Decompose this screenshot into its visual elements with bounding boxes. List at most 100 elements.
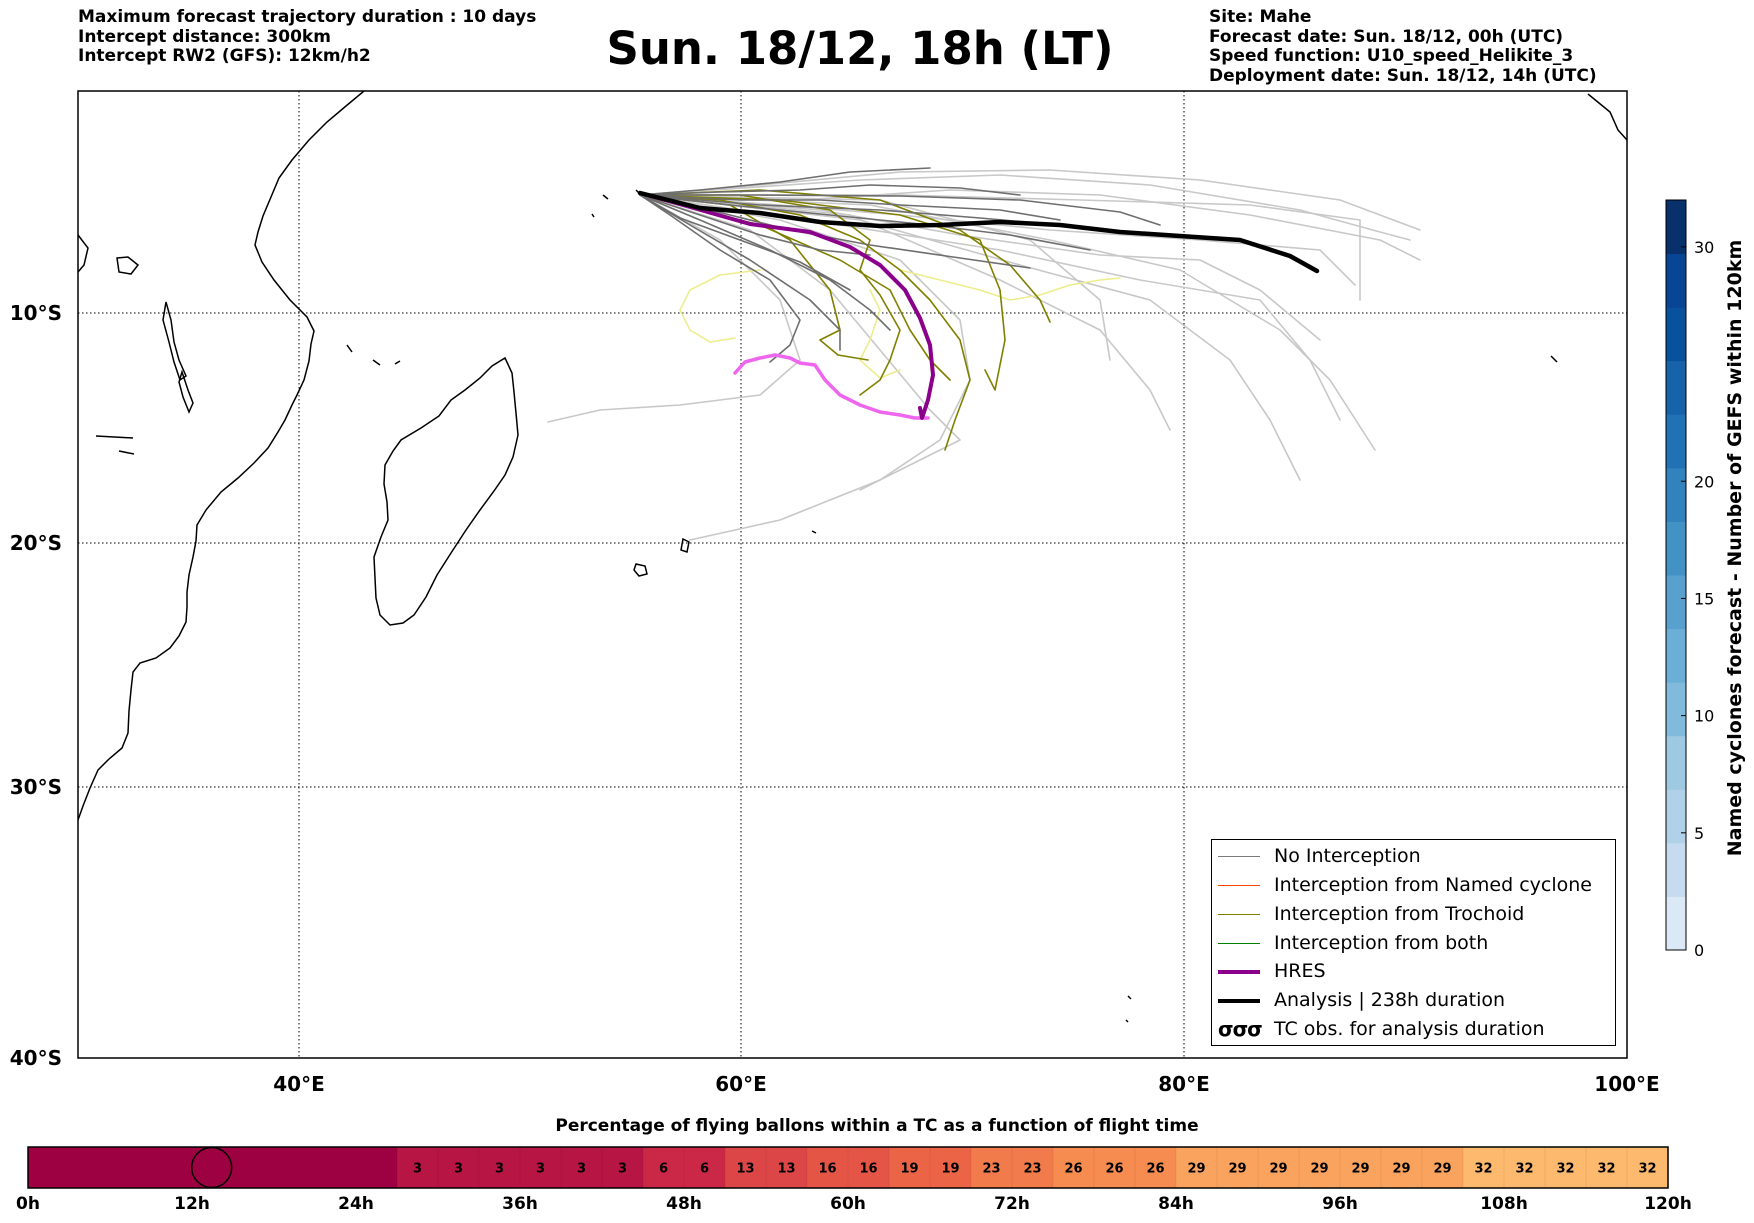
colorbar-segment (1666, 360, 1686, 415)
flight-time-cell-value: 32 (1474, 1162, 1492, 1177)
flight-time-hour-label: 120h (1644, 1194, 1692, 1214)
colorbar-segment (1666, 200, 1686, 255)
cyclone-symbol-icon: σσσ (1218, 1017, 1263, 1041)
flight-time-cell-value: 29 (1310, 1162, 1328, 1177)
flight-time-cell-value: 23 (1023, 1162, 1041, 1177)
legend-swatch (1218, 999, 1260, 1003)
legend-label: Interception from Named cyclone (1274, 874, 1592, 896)
flight-time-cell-value: 26 (1064, 1162, 1082, 1177)
header-line-forecast-date: Forecast date: Sun. 18/12, 00h (UTC) (1209, 26, 1564, 47)
colorbar-segment (1666, 789, 1686, 844)
flight-time-cell (929, 1146, 972, 1189)
madagascar-coastline (373, 356, 519, 626)
lake-malawi (178, 369, 194, 414)
flight-time-cell-value: 29 (1269, 1162, 1287, 1177)
flight-time-hour-labels: 0h 12h 24h 36h 48h 60h 72h 84h 96h 108h 120h (16, 1194, 1692, 1214)
lat-tick-20s: 20°S (10, 531, 62, 555)
legend-item-both: Interception from both (1212, 931, 1615, 957)
flight-time-cell (642, 1146, 685, 1189)
trochoid-track (639, 189, 1051, 323)
flight-time-cell-value: 32 (1556, 1162, 1574, 1177)
no-interception-track (639, 194, 851, 291)
ensemble-track (639, 174, 1411, 241)
flight-time-cell-value: 29 (1433, 1162, 1451, 1177)
flight-time-cell-value: 29 (1187, 1162, 1205, 1177)
header-line-site: Site: Mahe (1209, 7, 1312, 27)
cyclone-colorbar (1665, 199, 1687, 951)
ensemble-track (639, 194, 1376, 451)
flight-time-cell-value: 29 (1351, 1162, 1369, 1177)
flight-time-hour-label: 72h (994, 1194, 1030, 1214)
colorbar-segment (1666, 467, 1686, 522)
flight-time-cell (356, 1147, 398, 1188)
flight-time-hour-label: 0h (16, 1194, 40, 1214)
colorbar-segment (1666, 896, 1686, 951)
flight-time-cell (601, 1146, 644, 1189)
analysis-track (637, 190, 1320, 274)
flight-time-cell (1339, 1146, 1382, 1189)
colorbar-tick-label: 5 (1694, 824, 1704, 843)
ensemble-track (639, 194, 1111, 361)
flight-time-cell (110, 1147, 152, 1188)
flight-time-hour-label: 96h (1322, 1194, 1358, 1214)
lat-tick-10s: 10°S (10, 301, 62, 325)
flight-time-cell (1052, 1146, 1095, 1189)
flight-time-cell-value: 3 (577, 1162, 586, 1177)
legend-swatch (1218, 885, 1260, 886)
legend-label: Analysis | 238h duration (1274, 989, 1506, 1011)
lake-tanganyika (162, 301, 187, 382)
comoros-islands (346, 344, 401, 366)
flight-time-cell-value: 32 (1638, 1162, 1656, 1177)
reunion-island (633, 563, 648, 577)
header-line-speed-function: Speed function: U10_speed_Helikite_3 (1209, 46, 1574, 66)
flight-time-hour-label: 84h (1158, 1194, 1194, 1214)
flight-time-cell-value: 26 (1105, 1162, 1123, 1177)
legend-item-hres: HRES (1212, 959, 1615, 985)
map-legend: No Interception Interception from Named … (1211, 839, 1616, 1046)
flight-time-cell (1298, 1146, 1341, 1189)
colorbar-segment (1666, 521, 1686, 576)
no-interception-track (639, 194, 1061, 221)
hres-magenta-track (733, 353, 930, 420)
flight-time-cell-value: 19 (941, 1162, 959, 1177)
colorbar-tick-label: 20 (1694, 472, 1714, 491)
no-interception-track (639, 194, 841, 351)
legend-item-no-interception: No Interception (1212, 844, 1615, 870)
flight-time-cell-value: 13 (777, 1162, 795, 1177)
legend-item-analysis: Analysis | 238h duration (1212, 988, 1615, 1014)
trajectories (547, 167, 1421, 541)
flight-time-bar-frame (27, 1146, 1669, 1189)
flight-time-cell (28, 1147, 70, 1188)
ensemble-track (639, 194, 1321, 341)
flight-time-hour-label: 12h (174, 1194, 210, 1214)
current-time-marker (190, 1146, 233, 1189)
trochoid-track (639, 194, 901, 396)
coastlines (78, 91, 1627, 1023)
legend-swatch (1218, 943, 1260, 944)
no-interception-track (639, 194, 891, 331)
flight-time-cell-value: 23 (982, 1162, 1000, 1177)
flight-time-bar: 3 3 3 3 3 3 6 6 13 13 16 16 19 19 23 23 26 26 26 29 29 29 29 29… (27, 1146, 1669, 1189)
colorbar-segment (1666, 735, 1686, 790)
flight-time-cell-value: 26 (1146, 1162, 1164, 1177)
lon-tick-100e: 100°E (1594, 1072, 1659, 1096)
ensemble-track (679, 269, 761, 343)
legend-item-trochoid: Interception from Trochoid (1212, 902, 1615, 928)
chagos-islands (1550, 355, 1558, 363)
ensemble-track (639, 194, 961, 491)
map-frame (77, 90, 1628, 1059)
flight-time-cell-value: 6 (659, 1162, 668, 1177)
colorbar-tick-label: 30 (1694, 238, 1714, 257)
flight-time-cell (315, 1147, 357, 1188)
trochoid-track (639, 194, 1006, 391)
legend-swatch (1218, 914, 1260, 915)
colorbar-segment (1666, 682, 1686, 737)
ensemble-track (899, 269, 1121, 301)
flight-time-cell (1216, 1146, 1259, 1189)
colorbar-segment (1666, 307, 1686, 362)
page-title: Sun. 18/12, 18h (LT) (606, 22, 1114, 75)
legend-label: Interception from both (1274, 932, 1489, 954)
colorbar-segment (1666, 842, 1686, 897)
flight-time-cell (69, 1147, 111, 1188)
colorbar-tick-label: 0 (1694, 941, 1704, 960)
